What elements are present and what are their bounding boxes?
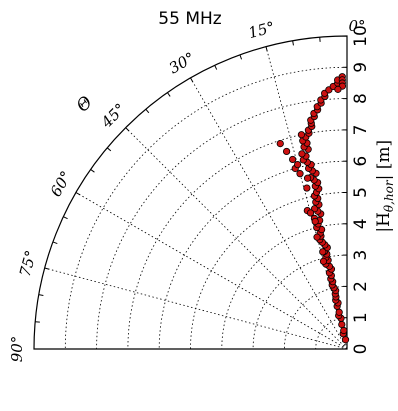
radial-tick-label: 4 [351,218,371,229]
data-point [334,85,342,93]
grid-circle [96,98,348,350]
data-point [306,209,315,217]
angle-tick-label: 75° [16,248,40,278]
angle-tick-label: 60° [47,168,76,200]
data-point [340,326,348,335]
angle-tick-label: 45° [97,100,129,132]
plot-frame [33,35,348,350]
data-point [341,336,350,344]
data-point [283,147,291,156]
data-point [293,160,302,169]
arc-tick [265,46,268,52]
data-point [298,150,306,158]
arc-tick [38,294,44,296]
data-point [276,140,284,148]
radial-tick-labels: 0 1 2 3 4 5 6 7 8 9 10 [343,25,371,354]
grid-spoke [44,267,348,350]
arc-tick [52,241,58,245]
angle-axis-label: Θ [73,92,97,116]
data-point [297,131,306,139]
radial-label-suffix: | [m] [374,140,394,181]
grid-circle [64,66,348,350]
arc-tick [125,127,130,132]
radial-axis-label: |Hθ,hor| [m] [374,140,396,233]
angle-tick-label: 30° [166,49,198,78]
arc-tick [214,65,218,70]
radial-tick-label: 8 [351,93,371,104]
data-point [311,205,319,213]
radial-label-sub: θ,hor [382,179,396,212]
radial-tick-label: 0 [351,344,371,355]
arc-tick [106,147,112,152]
data-point [311,217,319,226]
angle-tick-label: 0° [348,17,365,35]
grid-spoke [190,77,348,350]
angle-tick-label: 15° [246,18,276,42]
radial-tick-label: 6 [351,156,371,167]
radial-tick-label: 9 [351,62,371,73]
arc-tick [292,40,294,46]
data-point [303,174,312,182]
data-point [303,184,311,192]
angle-tick-label: 90° [8,336,26,363]
arc-tick [75,192,81,196]
data-point [335,308,343,316]
arc-tick [90,169,95,173]
polar-grid [35,37,348,350]
arc-tick [145,108,150,114]
grid-spoke [125,127,348,350]
angle-tick-labels: 0° 15° 30° 45° 60° 75° 90° [8,17,366,362]
radial-tick-label: 1 [351,312,371,323]
data-point [313,233,321,241]
grid-spoke [75,192,348,350]
data-point [319,257,328,265]
data-point [296,170,304,178]
arc-tick [167,92,171,97]
data-point [319,248,327,256]
data-point [289,155,297,164]
data-points [276,73,350,344]
radial-tick-label: 3 [351,250,371,261]
arc-tick [44,267,50,270]
arc-tick [63,216,68,220]
radial-tick-label: 10 [351,25,371,47]
radial-tick-label: 2 [351,281,371,292]
radial-label-prefix: |H [374,212,394,233]
chart-title: 55 MHz [158,9,221,29]
radial-tick-label: 7 [351,124,371,135]
data-point [338,320,346,329]
arc-tick [190,77,194,83]
radial-tick-label: 5 [351,187,371,198]
grid-circle [158,160,348,350]
arc-tick [239,54,243,60]
